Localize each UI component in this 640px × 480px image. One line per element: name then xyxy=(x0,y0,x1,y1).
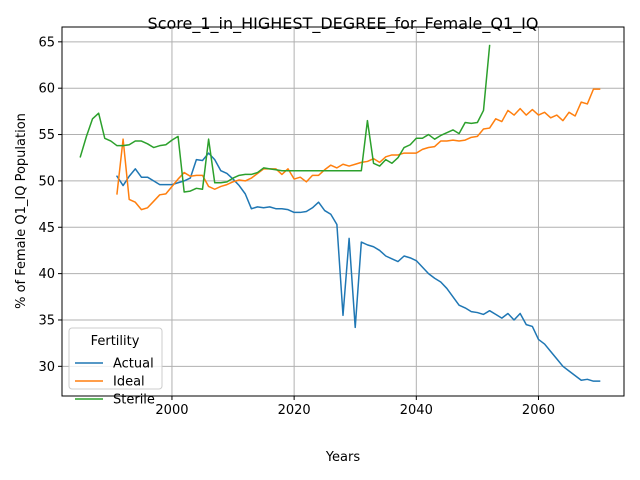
y-tick-label: 60 xyxy=(38,82,55,97)
x-axis-ticks: 2000 2020 2040 2060 xyxy=(155,396,555,418)
legend-entry-actual: Actual xyxy=(75,357,154,372)
y-tick-label: 30 xyxy=(38,360,55,375)
legend-label: Ideal xyxy=(113,375,145,390)
y-axis-label: % of Female Q1_IQ Population xyxy=(14,113,29,309)
y-tick-label: 45 xyxy=(38,221,55,236)
legend-title: Fertility xyxy=(91,334,140,349)
series-line-sterile xyxy=(79,44,491,193)
chart-title: Score_1_in_HIGHEST_DEGREE_for_Female_Q1_… xyxy=(148,14,539,34)
series-line-ideal xyxy=(116,88,601,211)
y-tick-label: 65 xyxy=(38,35,55,50)
plot-area-frame xyxy=(61,26,625,397)
legend-entries: Actual Ideal Sterile xyxy=(75,357,155,408)
x-tick-label: 2040 xyxy=(400,403,433,418)
y-tick-label: 50 xyxy=(38,174,55,189)
x-tick-label: 2020 xyxy=(278,403,311,418)
series-lines xyxy=(79,44,601,382)
y-axis-ticks: 30 35 40 45 50 55 60 65 xyxy=(38,35,62,375)
grid-lines xyxy=(62,27,624,396)
legend-entry-ideal: Ideal xyxy=(75,375,145,390)
series-line-actual xyxy=(115,152,601,382)
y-tick-label: 55 xyxy=(38,128,55,143)
y-tick-label: 35 xyxy=(38,313,55,328)
legend-box xyxy=(68,327,163,390)
y-tick-label: 40 xyxy=(38,267,55,282)
legend-label: Actual xyxy=(113,357,154,372)
legend-entry-sterile: Sterile xyxy=(75,393,155,408)
x-axis-label: Years xyxy=(325,450,361,465)
x-tick-label: 2060 xyxy=(522,403,555,418)
x-tick-label: 2000 xyxy=(155,403,188,418)
legend: Fertility Actual Ideal Sterile xyxy=(68,327,163,408)
legend-label: Sterile xyxy=(113,393,155,408)
